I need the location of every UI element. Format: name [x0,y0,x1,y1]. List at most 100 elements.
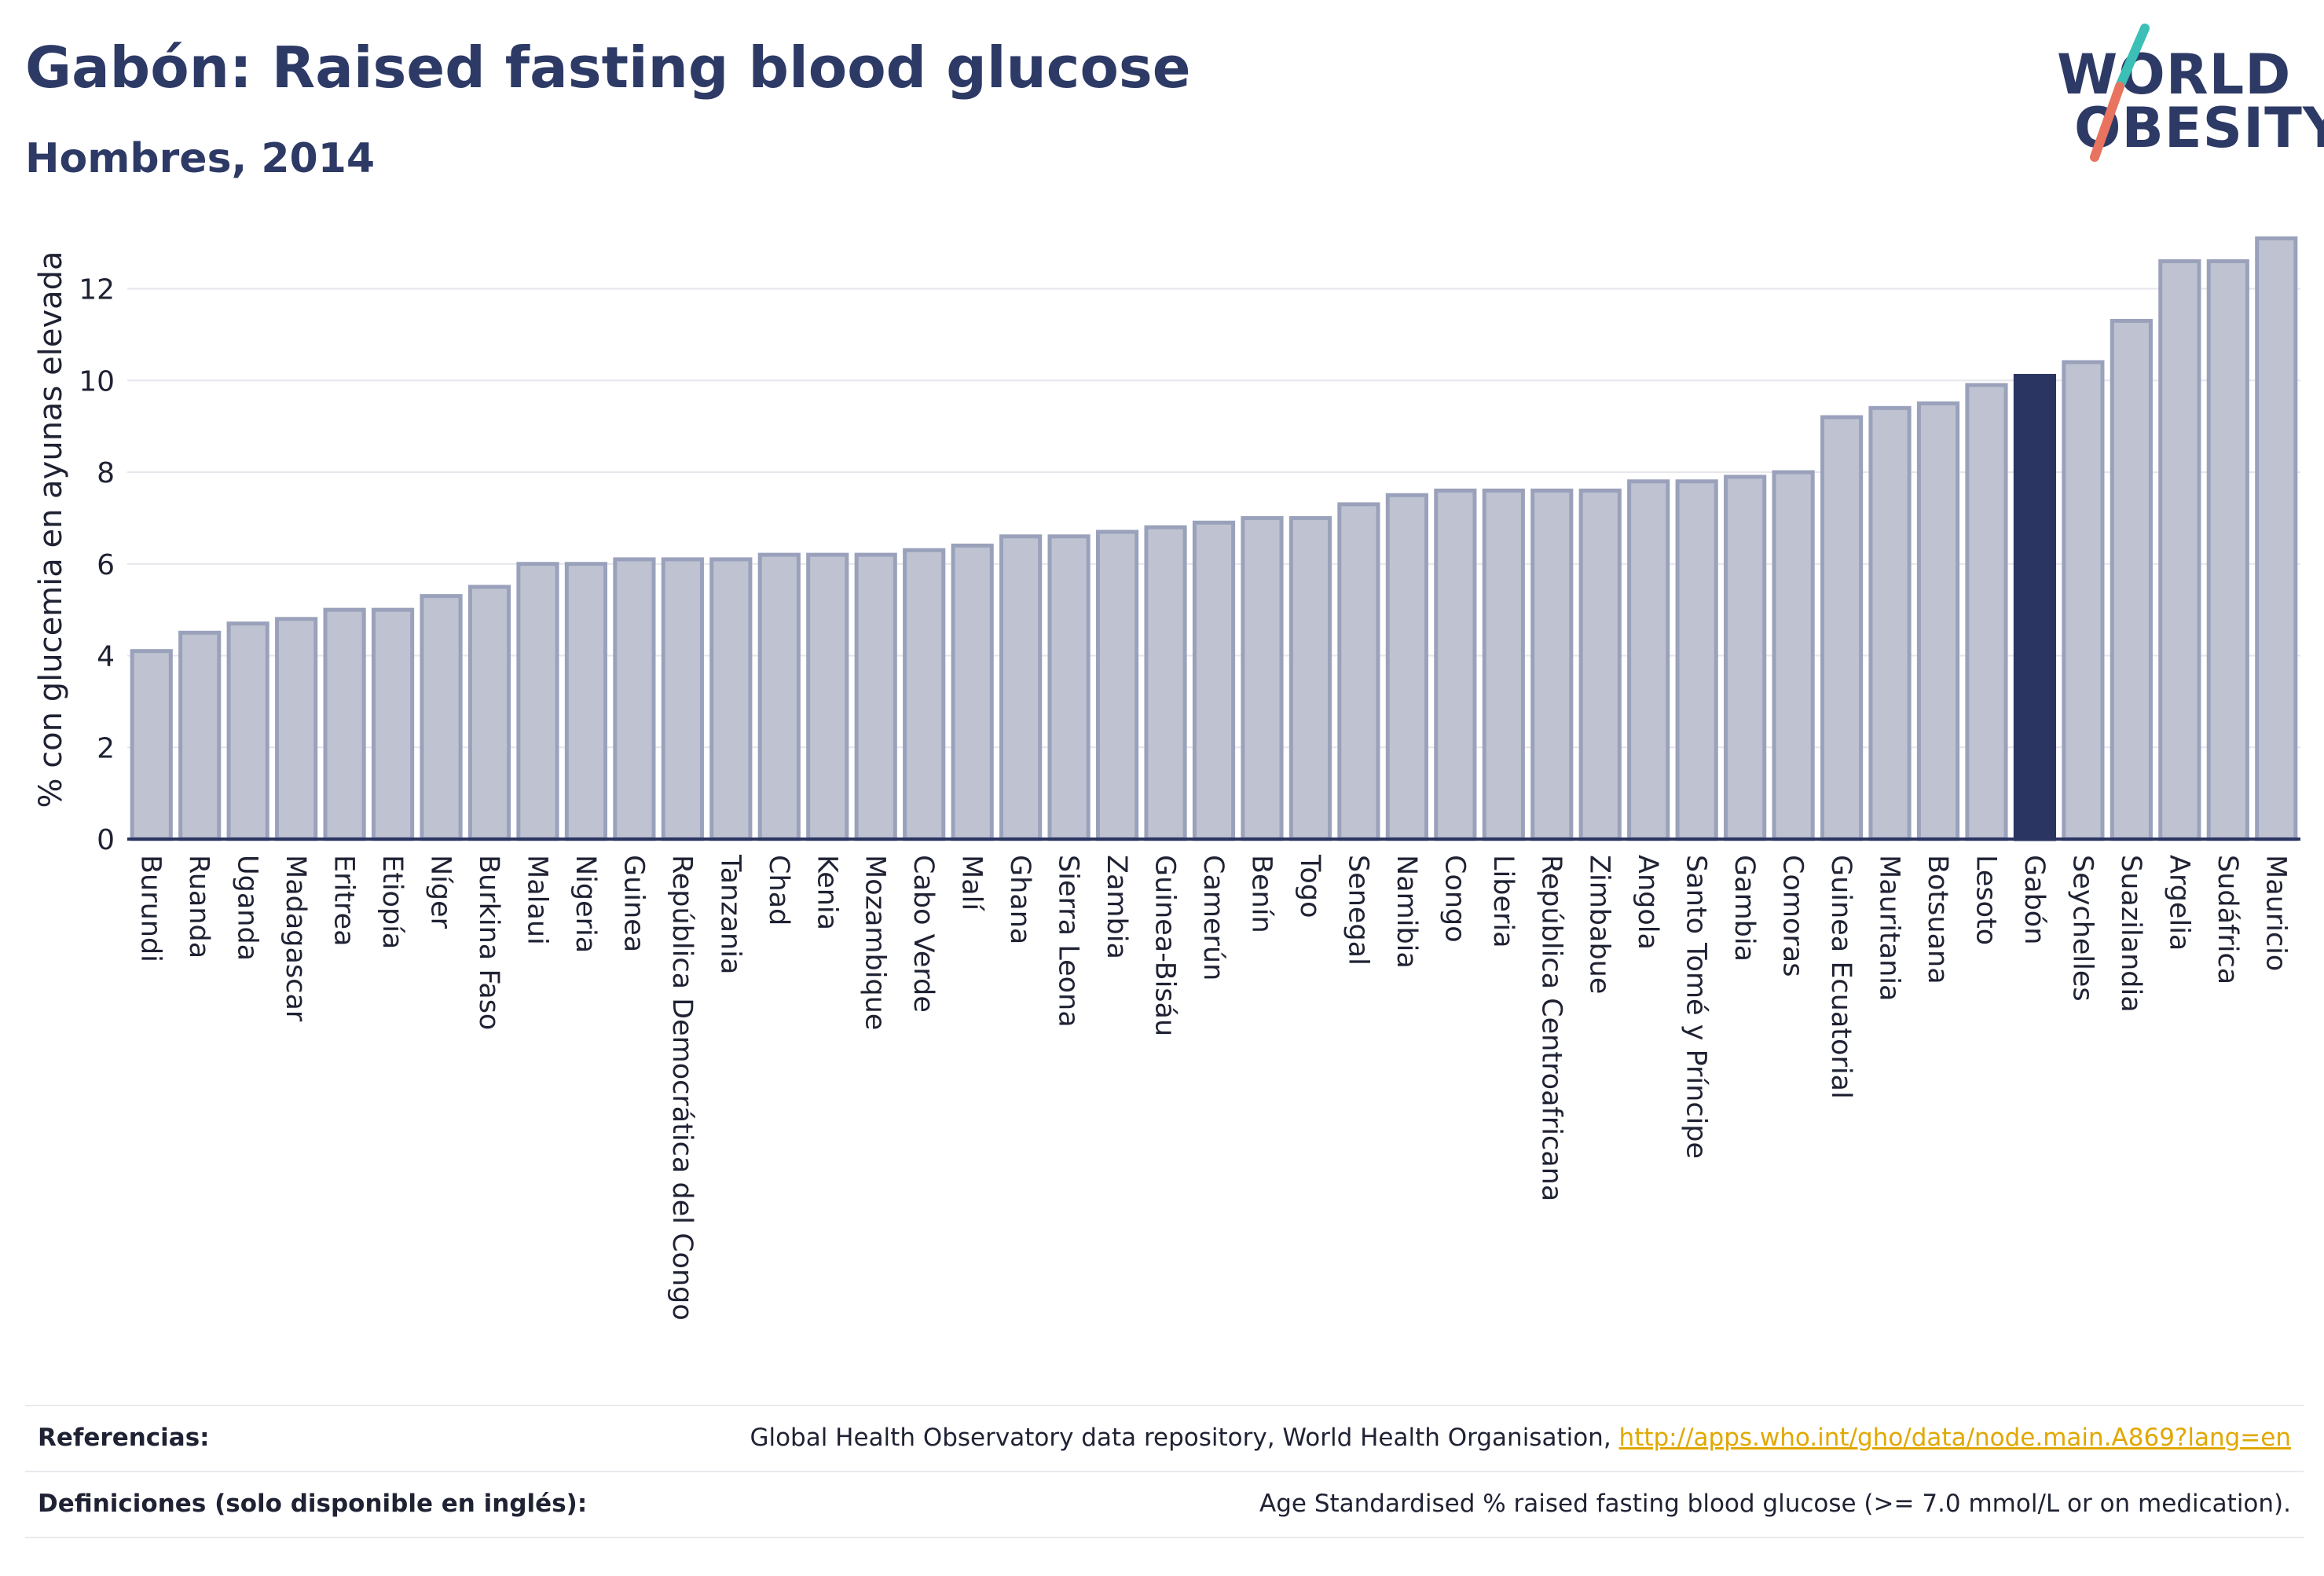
y-tick-label: 0 [97,824,115,856]
y-tick-label: 2 [97,732,115,764]
bar [275,617,318,841]
y-tick-label: 10 [79,365,115,398]
bar [2110,318,2153,841]
bar [1144,525,1187,841]
x-tick-label: Zambia [1101,855,1132,959]
definitions-value: Age Standardised % raised fasting blood … [1259,1490,2291,1518]
bar [371,607,415,841]
bar [1627,479,1670,841]
bar [420,594,463,841]
bar [1047,534,1091,841]
bar [1337,502,1380,841]
bar [903,548,946,841]
x-tick-label: Sudáfrica [2212,855,2243,984]
x-tick-label: Gabón [2018,855,2050,944]
bar [226,621,269,841]
bar [613,557,656,841]
x-tick-label: Benín [1245,855,1277,933]
x-tick-label: Santo Tomé y Príncipe [1681,855,1712,1159]
x-tick-label: Burundi [135,855,167,962]
x-tick-label: Sierra Leona [1053,855,1084,1028]
x-tick-label: Guinea-Bisáu [1149,855,1181,1036]
bar [757,552,801,841]
x-tick-label: Suazilandia [2115,855,2146,1013]
x-tick-label: Lesoto [1970,855,2001,945]
x-tick-label: Madagascar [280,855,311,1022]
x-tick-label: Malaui [521,855,552,945]
bar [2158,259,2201,841]
x-tick-label: Cabo Verde [907,855,939,1013]
x-tick-label: Etiopía [376,855,408,949]
references-row: Referencias: Global Health Observatory d… [25,1405,2304,1471]
x-tick-label: Comoras [1777,855,1809,977]
bar [564,562,608,841]
bar [1530,488,1574,841]
bar [1288,515,1332,841]
x-tick-label: Congo [1439,855,1470,943]
bar [1241,515,1284,841]
bar [2062,360,2105,841]
x-tick-label: Ghana [1004,855,1036,944]
bar [1868,405,1912,841]
bar [323,607,366,841]
x-tick-label: Malí [956,855,988,911]
y-tick-label: 8 [97,457,115,489]
x-tick-label: República Democrática del Congo [666,855,698,1321]
bar [806,552,849,841]
bar [2013,373,2057,841]
references-label: Referencias: [38,1424,210,1452]
bar [1675,479,1718,841]
x-tick-label: Argelia [2163,855,2194,951]
x-tick-label: Ruanda [183,855,214,958]
references-link[interactable]: http://apps.who.int/gho/data/node.main.A… [1618,1424,2291,1452]
bar [1434,488,1477,841]
bar [178,630,222,841]
x-tick-label: Mauritania [1874,855,1905,1001]
x-tick-label: Guinea [618,855,649,952]
x-tick-label: Senegal [1342,855,1373,966]
bar [1482,488,1525,841]
bar [2206,259,2249,841]
x-tick-label: Burkina Faso [473,855,504,1030]
bar [1578,488,1622,841]
x-tick-label: Mauricio [2260,855,2291,971]
bar [1820,415,1864,841]
x-tick-label: Namibia [1391,855,1422,969]
bar [709,557,753,841]
bar [1965,383,2008,841]
bar [854,552,897,841]
bar [467,585,511,841]
y-tick-label: 4 [97,641,115,673]
references-table: Referencias: Global Health Observatory d… [25,1405,2304,1538]
x-tick-label: República Centroafricana [1535,855,1567,1201]
x-tick-label: Kenia [811,855,842,930]
logo-slash-icon [2090,24,2150,162]
bar [1724,475,1767,841]
page-title: Gabón: Raised fasting blood glucose [25,35,1191,101]
bar [1772,470,1815,841]
x-tick-label: Botsuana [1922,855,1953,984]
x-tick-label: Gambia [1728,855,1760,962]
x-tick-label: Camerún [1197,855,1229,980]
references-value: Global Health Observatory data repositor… [750,1424,2291,1452]
bar [516,562,559,841]
definitions-label: Definiciones (solo disponible en inglés)… [38,1490,588,1518]
bar [2255,236,2298,841]
bar-chart: 0 2 4 6 8 10 12 % con glucemia en ayunas elevad… [33,236,2300,1321]
definitions-row: Definiciones (solo disponible en inglés)… [25,1471,2304,1538]
x-tick-label: Angola [1632,855,1663,950]
y-axis-label: % con glucemia en ayunas elevada [33,251,69,808]
bar [999,534,1043,841]
y-tick-label: 12 [79,274,115,306]
x-tick-label: Mozambique [860,855,891,1030]
x-tick-label: Liberia [1487,855,1519,948]
x-tick-label: Seychelles [2066,855,2098,1002]
x-tick-label: Tanzania [714,854,746,974]
x-tick-label: Nigeria [570,855,601,953]
bar [1095,530,1139,841]
x-tick-label: Eritrea [328,855,360,947]
bar [951,543,994,841]
x-tick-label: Guinea Ecuatorial [1825,855,1857,1099]
bar [661,557,704,841]
x-tick-label: Chad [763,855,794,925]
